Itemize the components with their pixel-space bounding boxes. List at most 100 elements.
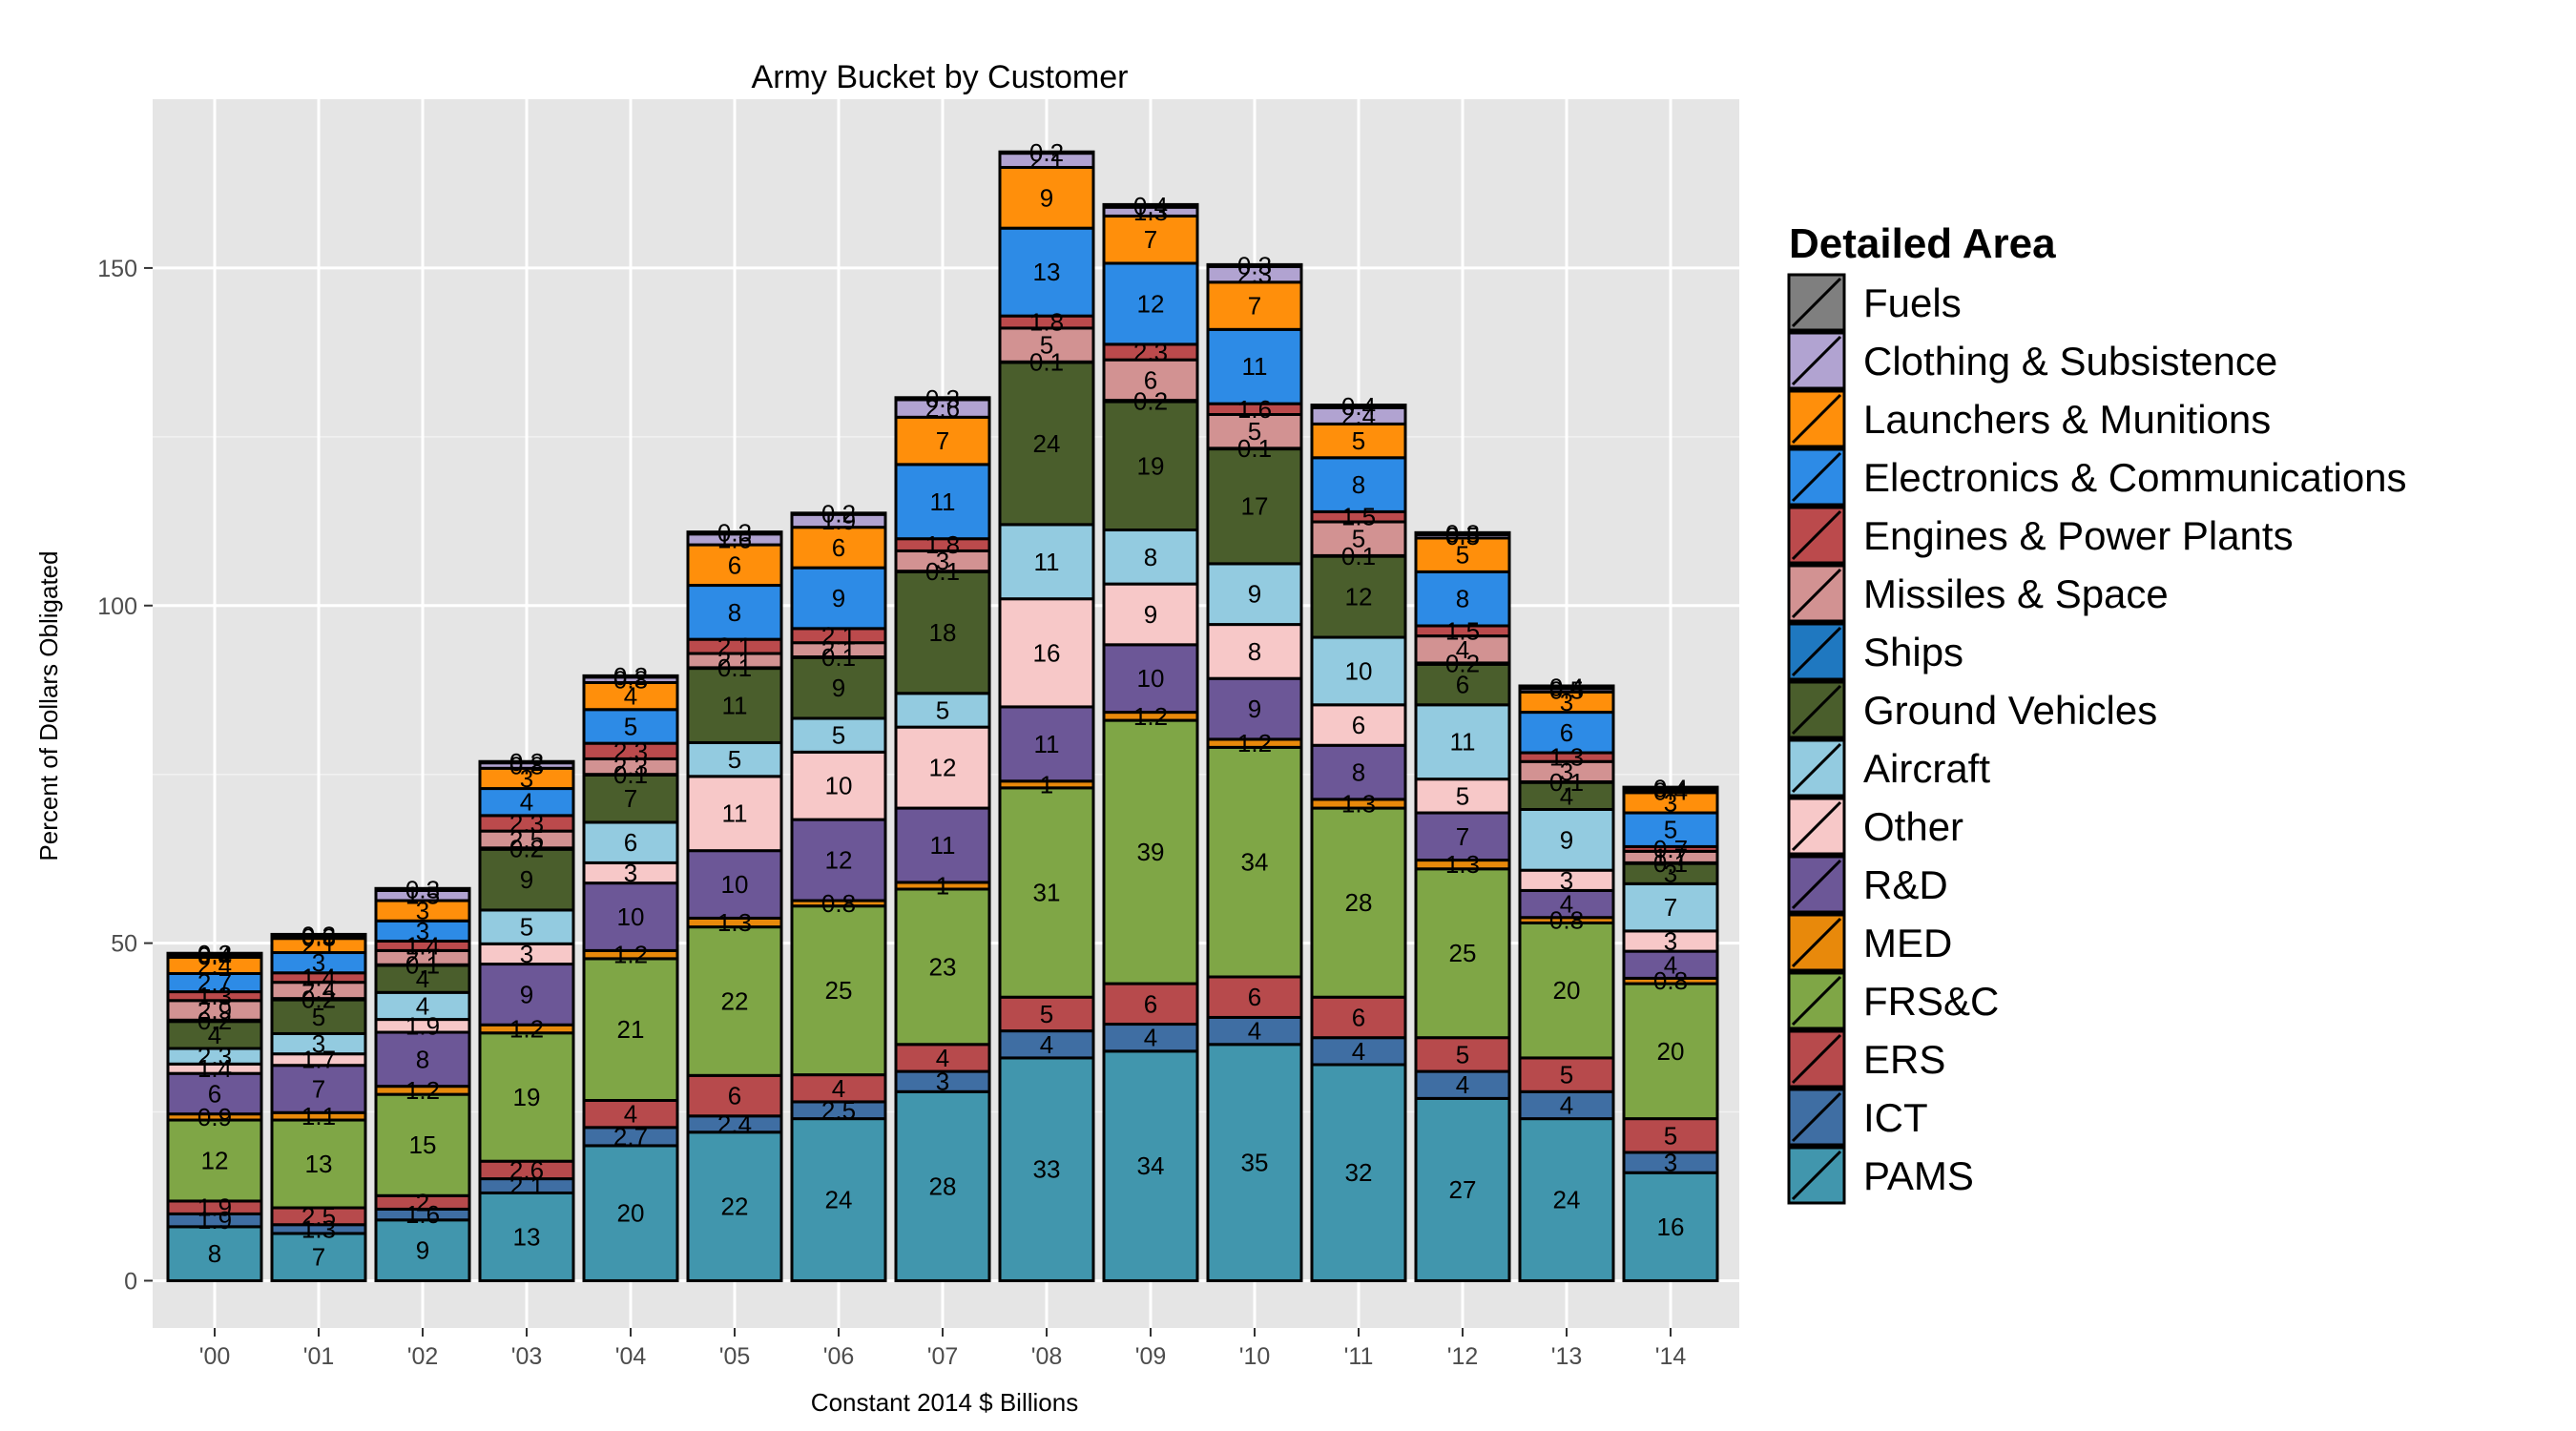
bar-segment [1622,785,1719,792]
bar-segment [582,773,679,824]
segment-value-label: 0.2 [197,1006,232,1035]
segment-value-label: 1.7 [1653,842,1688,871]
segment-value-label: 5 [1352,525,1365,553]
segment-value-label: 33 [1033,1155,1061,1184]
bar-segment [790,511,887,516]
segment-value-label: 0.5 [1549,676,1584,705]
segment-value-label: 15 [409,1130,437,1159]
segment-value-label: 4 [1560,1090,1573,1119]
bar-segment [998,361,1095,527]
bar-segment [894,463,991,541]
segment-value-label: 11 [722,692,748,720]
segment-value-label: 2 [416,1188,429,1216]
segment-value-label: 11 [722,799,748,828]
legend-label: R&D [1863,862,1948,907]
bar-stack [790,511,887,1282]
segment-value-label: 5 [1456,1040,1469,1068]
bar-segment [1206,447,1303,566]
segment-value-label: 1.1 [301,1102,336,1130]
segment-value-label: 0.1 [1237,434,1272,463]
bar-stack [1310,404,1407,1282]
segment-value-label: 0.8 [1549,906,1584,935]
segment-value-label: 12 [1345,583,1373,612]
bar-segment [1102,982,1199,1027]
bar-segment [686,584,783,641]
segment-value-label: 5 [832,721,845,750]
segment-value-label: 3 [1560,688,1573,716]
bar-stacks [166,150,1719,1282]
segment-value-label: 1.6 [1237,395,1272,424]
bar-segment [1518,684,1615,691]
segment-value-label: 3 [1560,757,1573,786]
bar-segment [270,932,367,939]
bar-stack [998,150,1095,1282]
bar-segment [1206,975,1303,1019]
legend-item: ERS [1787,1029,1945,1089]
segment-value-label: 0.4 [1653,775,1688,803]
x-tick-label: '03 [511,1343,543,1370]
segment-value-label: 0.3 [925,384,960,413]
segment-value-label: 18 [929,618,957,647]
segment-value-label: 0.4 [1341,392,1376,421]
x-tick-label: '05 [719,1343,751,1370]
segment-value-label: 1.6 [717,525,752,553]
legend-label: ICT [1863,1095,1928,1140]
segment-value-label: 8 [416,1045,429,1073]
segment-value-label: 4 [520,788,533,817]
segment-value-label: 0.4 [1549,673,1584,701]
legend-swatch-slash [1791,800,1842,852]
segment-value-label: 1.9 [821,507,856,535]
legend-swatch-slash [1791,684,1842,736]
segment-value-label: 5 [1456,541,1469,570]
segment-value-label: 1.8 [1029,308,1064,337]
legend-items: Fuels Clothing & Subsistence Launchers & M… [1787,273,2407,1205]
segment-value-label: 3 [1664,860,1677,888]
segment-value-label: 34 [1241,848,1269,877]
segment-value-label: 1.2 [613,941,648,969]
segment-value-label: 2.3 [197,1042,232,1070]
segment-value-label: 1.3 [1133,197,1168,226]
segment-value-label: 9 [1040,183,1053,212]
segment-value-label: 5 [1664,1121,1677,1150]
segment-value-label: 2.3 [613,753,648,781]
segment-value-label: 2.3 [509,809,544,838]
legend-swatch-slash [1791,568,1842,619]
segment-value-label: 4 [416,964,429,993]
segment-value-label: 6 [728,1082,741,1110]
legend-item: Ground Vehicles [1787,680,2157,739]
bar-stack [166,951,263,1282]
chart-title: Army Bucket by Customer [752,59,1129,95]
bar-segment [686,530,783,536]
bar-segment [998,597,1095,709]
y-tick-label: 0 [124,1268,137,1295]
segment-labels: 81.91.9120.961.42.340.22.91.32.72.40.40.… [197,138,1688,1272]
segment-value-label: 6 [1144,365,1157,394]
bar-segment [790,566,887,631]
segment-value-label: 4 [1456,635,1469,664]
legend-item: Clothing & Subsistence [1787,331,2277,390]
segment-value-label: 0.4 [1133,192,1168,220]
segment-value-label: 4 [1664,950,1677,979]
bar-segment [686,1130,783,1282]
segment-value-label: 1.6 [405,1200,440,1229]
segment-value-label: 2.5 [509,825,544,854]
x-tick-label: '13 [1551,1343,1583,1370]
segment-value-label: 6 [1560,718,1573,747]
segment-value-label: 1.8 [925,530,960,559]
segment-value-label: 0.1 [821,643,856,672]
segment-value-label: 20 [1553,976,1581,1005]
bar-segment [1102,214,1199,265]
segment-value-label: 3 [416,917,429,945]
bar-segment [478,1191,575,1282]
bar-segment [1414,778,1511,815]
segment-value-label: 4 [1352,1037,1365,1066]
segment-value-label: 0.2 [1133,386,1168,415]
bar-segment [270,998,367,1035]
legend-label: PAMS [1863,1153,1974,1198]
bar-segment [1310,743,1407,801]
segment-value-label: 6 [728,550,741,579]
bar-segment [790,655,887,720]
segment-value-label: 1.5 [1445,616,1480,645]
segment-value-label: 28 [929,1172,957,1200]
segment-value-label: 4 [832,1074,845,1103]
